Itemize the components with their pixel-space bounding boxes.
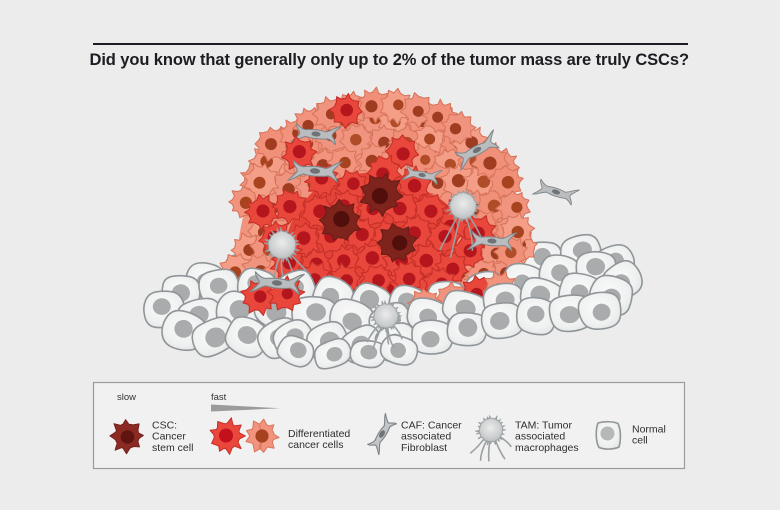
svg-text:Normal: Normal bbox=[632, 424, 666, 436]
svg-text:Differentiated: Differentiated bbox=[288, 428, 350, 440]
svg-text:CSC:: CSC: bbox=[152, 420, 177, 432]
svg-text:macrophages: macrophages bbox=[515, 442, 579, 454]
svg-text:TAM: Tumor: TAM: Tumor bbox=[515, 420, 572, 432]
svg-text:associated: associated bbox=[515, 431, 565, 443]
svg-text:CAF: Cancer: CAF: Cancer bbox=[401, 420, 462, 432]
svg-text:cell: cell bbox=[632, 435, 648, 447]
svg-text:cancer cells: cancer cells bbox=[288, 439, 343, 451]
svg-text:associated: associated bbox=[401, 431, 451, 443]
svg-text:fast: fast bbox=[211, 392, 227, 403]
svg-text:stem cell: stem cell bbox=[152, 442, 193, 454]
svg-text:Fibroblast: Fibroblast bbox=[401, 442, 447, 454]
svg-text:slow: slow bbox=[117, 392, 136, 403]
svg-text:Cancer: Cancer bbox=[152, 431, 186, 443]
